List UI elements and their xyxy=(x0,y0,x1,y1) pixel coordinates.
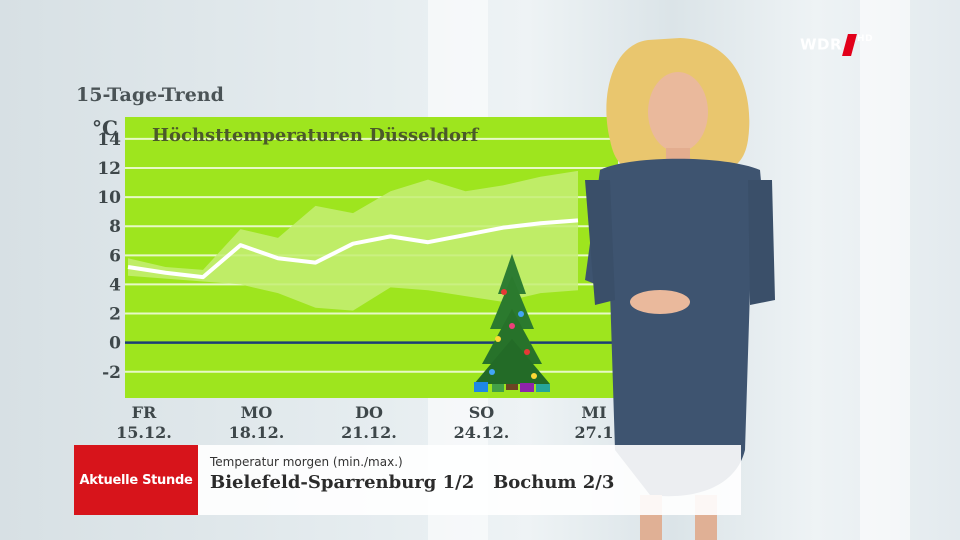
x-tick-date: 21.12. xyxy=(341,423,397,442)
lower-third-subtitle: Temperatur morgen (min./max.) xyxy=(210,455,403,469)
x-tick-date: 18.12. xyxy=(229,423,285,442)
y-tick-label: 2 xyxy=(109,305,121,325)
y-tick-label: -2 xyxy=(102,363,121,383)
studio-pillar xyxy=(860,0,910,540)
y-tick-label: 8 xyxy=(109,217,121,237)
y-tick-label: 0 xyxy=(109,334,121,354)
y-tick-label: 6 xyxy=(109,246,121,266)
y-tick-label: 14 xyxy=(97,130,121,150)
christmas-tree-icon xyxy=(474,254,550,392)
logo-text: WDR xyxy=(800,35,843,54)
lower-third-text: Bielefeld-Sparrenburg 1/2 Bochum 2/3 xyxy=(210,472,615,493)
x-tick-day: FR xyxy=(132,403,157,422)
show-brand-badge: Aktuelle Stunde xyxy=(74,445,198,515)
y-axis-labels: 14 12 10 8 6 4 2 0 -2 xyxy=(97,130,121,383)
y-tick-label: 10 xyxy=(97,188,121,208)
presenter-figure xyxy=(585,38,775,540)
x-tick-day: DO xyxy=(355,403,383,422)
trend-title: 15-Tage-Trend xyxy=(76,84,224,106)
y-tick-label: 12 xyxy=(97,159,121,179)
forecast-range-band xyxy=(128,170,578,311)
x-tick-date: 24.12. xyxy=(454,423,510,442)
x-tick-day: MO xyxy=(241,403,273,422)
x-tick-date: 27.1 xyxy=(575,423,614,442)
chart-title: Höchsttemperaturen Düsseldorf xyxy=(152,125,480,146)
hd-badge: HD xyxy=(857,34,874,44)
x-tick-day: MI xyxy=(581,403,606,422)
x-tick-date: 15.12. xyxy=(116,423,172,442)
wdr-logo: WDR HD xyxy=(800,34,873,56)
unit-label: °C xyxy=(92,116,118,140)
series-line xyxy=(127,218,579,280)
x-tick-day: SO xyxy=(469,403,495,422)
y-tick-label: 4 xyxy=(109,275,121,295)
